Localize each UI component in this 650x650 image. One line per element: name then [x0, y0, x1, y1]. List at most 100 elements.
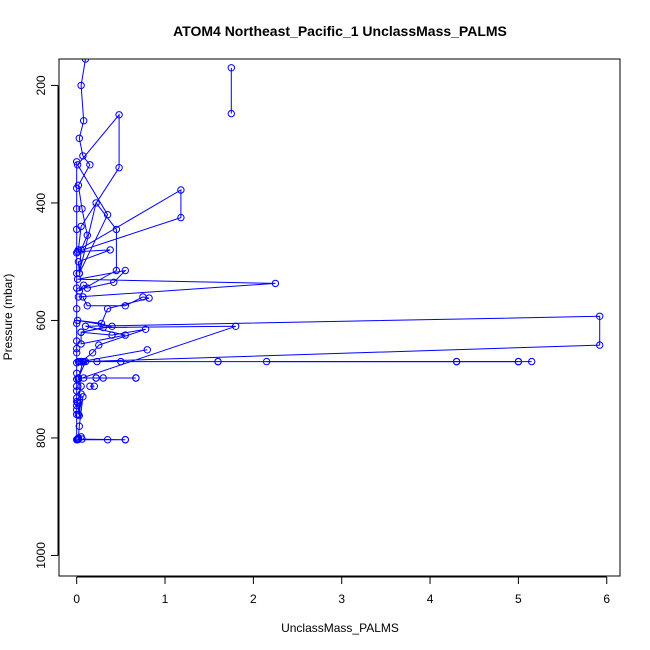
x-tick-label: 5 [515, 592, 522, 606]
data-point [73, 382, 81, 390]
plot-area [73, 59, 604, 444]
y-tick-label: 600 [34, 310, 48, 330]
data-point [145, 294, 153, 302]
x-tick-label: 1 [162, 592, 169, 606]
data-point [80, 117, 88, 125]
data-point [75, 134, 84, 143]
data-point [77, 357, 85, 366]
data-point [121, 436, 130, 444]
data-point [73, 401, 81, 410]
data-point [77, 382, 85, 390]
data-point [121, 266, 130, 275]
data-point [121, 331, 130, 339]
data-point [73, 397, 81, 406]
data-point [73, 349, 81, 357]
data-point [90, 382, 99, 390]
data-point [73, 399, 82, 407]
data-point [93, 357, 101, 366]
data-point [81, 357, 90, 366]
data-point [106, 246, 114, 254]
x-axis-label: UnclassMass_PALMS [281, 621, 399, 635]
data-point [115, 111, 123, 119]
data-point [214, 357, 222, 366]
data-point [528, 357, 536, 366]
x-tick-label: 6 [603, 592, 610, 606]
data-point [73, 387, 81, 395]
y-tick-label: 1000 [34, 542, 48, 569]
data-point [73, 394, 81, 402]
data-point [73, 248, 82, 256]
data-point [115, 164, 123, 172]
x-tick-label: 0 [73, 592, 80, 606]
data-point [73, 436, 81, 444]
data-point [596, 312, 604, 320]
data-point [232, 322, 240, 330]
data-point [79, 293, 87, 301]
data-point [117, 357, 125, 366]
x-tick-label: 3 [338, 592, 345, 606]
data-point [143, 346, 152, 354]
data-point [73, 249, 81, 257]
data-point [103, 211, 112, 219]
data-point [73, 305, 81, 313]
data-point [73, 410, 81, 419]
data-point [73, 225, 81, 234]
data-point [73, 359, 81, 367]
y-tick-label: 400 [34, 193, 48, 213]
data-point [177, 213, 185, 222]
data-point [80, 374, 88, 382]
data-point [95, 341, 103, 349]
y-axis-label: Pressure (mbar) [1, 274, 15, 361]
data-point [73, 316, 82, 325]
data-point [103, 436, 112, 444]
data-point [77, 328, 85, 336]
x-axis: 0 1 2 3 4 5 6 [73, 576, 610, 606]
y-axis: 200 400 600 800 1000 [34, 75, 59, 569]
data-point [88, 349, 97, 357]
data-point [73, 184, 81, 193]
data-point [97, 319, 106, 328]
data-point [262, 357, 271, 366]
data-point [77, 81, 85, 90]
data-point [74, 293, 83, 301]
data-point [83, 302, 92, 310]
x-tick-label: 4 [427, 592, 434, 606]
data-point [108, 331, 116, 339]
data-point [83, 284, 92, 292]
data-point [73, 205, 81, 213]
data-point [92, 374, 100, 382]
data-point [86, 161, 94, 169]
data-point [83, 231, 92, 240]
data-point [74, 258, 83, 266]
data-point [73, 161, 82, 169]
data-point [73, 269, 81, 278]
data-point [227, 109, 236, 118]
data-point [74, 374, 83, 382]
data-point [81, 322, 90, 330]
data-point [108, 322, 116, 330]
x-tick-label: 2 [250, 592, 257, 606]
series-line-0 [76, 59, 601, 441]
data-point [73, 284, 81, 292]
data-point [73, 406, 81, 414]
data-point [73, 158, 81, 166]
chart-title: ATOM4 Northeast_Pacific_1 UnclassMass_PA… [173, 23, 507, 39]
data-point [73, 319, 81, 328]
data-point [78, 435, 86, 443]
data-point [271, 279, 280, 288]
data-point [112, 266, 121, 275]
data-point [177, 186, 185, 194]
data-point [73, 337, 81, 345]
data-point [73, 375, 81, 383]
data-point [99, 374, 107, 382]
data-point [121, 302, 130, 310]
data-point [141, 325, 150, 333]
data-point [78, 205, 86, 213]
data-point [73, 344, 81, 353]
data-point [110, 278, 118, 286]
data-point [112, 225, 121, 234]
data-point [103, 305, 112, 313]
data-point [73, 435, 82, 443]
data-point [132, 374, 140, 382]
